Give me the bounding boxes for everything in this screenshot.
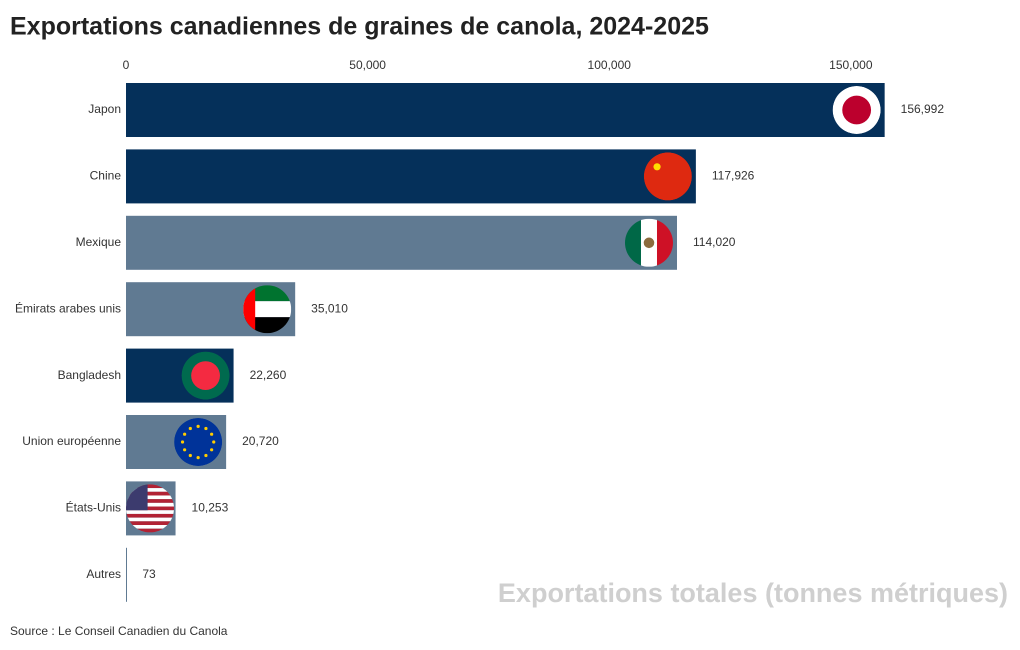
flag-band — [656, 218, 673, 267]
flag-band — [243, 285, 256, 334]
flag — [624, 218, 673, 267]
flag-stripe — [126, 488, 174, 492]
y-tick-label: Japon — [88, 102, 121, 116]
bar — [126, 83, 885, 137]
value-label: 114,020 — [693, 235, 736, 249]
x-axis-label: Exportations totales (tonnes métriques) — [498, 578, 1008, 608]
y-tick-label: Mexique — [76, 235, 122, 249]
value-label: 20,720 — [242, 434, 279, 448]
value-label: 35,010 — [311, 301, 348, 315]
flag-stripe — [126, 517, 174, 522]
flag-star — [204, 426, 208, 431]
flag-star — [196, 456, 200, 460]
flag — [181, 351, 230, 400]
flag-stripe — [126, 484, 174, 489]
bar — [126, 215, 677, 270]
flag-star — [180, 440, 185, 444]
flag-star — [210, 448, 214, 452]
flag-band — [243, 301, 292, 318]
x-tick-label: 100,000 — [588, 58, 632, 72]
y-tick-label: Émirats arabes unis — [15, 300, 121, 315]
value-label: 117,926 — [712, 169, 755, 183]
flag-bg — [174, 418, 223, 466]
y-tick-label: Bangladesh — [58, 368, 121, 382]
flag-star — [188, 426, 192, 431]
flag-emblem — [643, 237, 655, 249]
value-label: 156,992 — [901, 102, 945, 116]
x-tick-label: 0 — [123, 58, 130, 72]
x-tick-label: 50,000 — [349, 58, 386, 72]
flag-star — [183, 432, 187, 436]
flag-stripe — [126, 510, 174, 514]
flag — [174, 418, 223, 466]
chart-title: Exportations canadiennes de graines de c… — [10, 13, 709, 41]
flag-star — [204, 453, 208, 458]
flag-star — [196, 424, 200, 428]
flag — [126, 484, 174, 533]
value-label: 22,260 — [250, 368, 287, 382]
flag — [832, 86, 881, 134]
y-tick-label: Chine — [90, 169, 122, 183]
flag-star — [183, 448, 187, 452]
flag-band — [243, 317, 292, 334]
flag-stripe — [126, 502, 174, 507]
y-tick-label: Union européenne — [22, 434, 121, 448]
flag-stripe — [126, 506, 174, 511]
value-label: 10,253 — [192, 501, 229, 515]
flag-stripe — [126, 513, 174, 518]
bar — [126, 149, 696, 204]
x-tick-label: 150,000 — [829, 58, 873, 72]
flag-bg — [643, 152, 692, 201]
flag-stripe — [126, 528, 174, 533]
flag-stripe — [126, 499, 174, 503]
flag-disc — [191, 361, 220, 390]
source: Source : Le Conseil Canadien du Canola — [10, 624, 228, 638]
flag-stripe — [126, 521, 174, 526]
flag-star — [212, 440, 216, 444]
y-tick-label: Autres — [86, 567, 121, 581]
flag-stripe — [126, 491, 174, 496]
bar — [126, 547, 127, 602]
flag-band — [624, 218, 641, 267]
flag-star — [188, 453, 192, 458]
value-label: 73 — [142, 567, 156, 581]
flag-star — [210, 432, 214, 436]
flag — [643, 152, 692, 201]
flag-stripe — [126, 495, 174, 500]
flag-stripe — [126, 525, 174, 529]
flag-band — [243, 285, 292, 302]
flag-sun — [842, 95, 872, 125]
flag — [243, 285, 292, 334]
y-tick-label: États-Unis — [66, 500, 121, 515]
flag-star — [653, 163, 661, 171]
